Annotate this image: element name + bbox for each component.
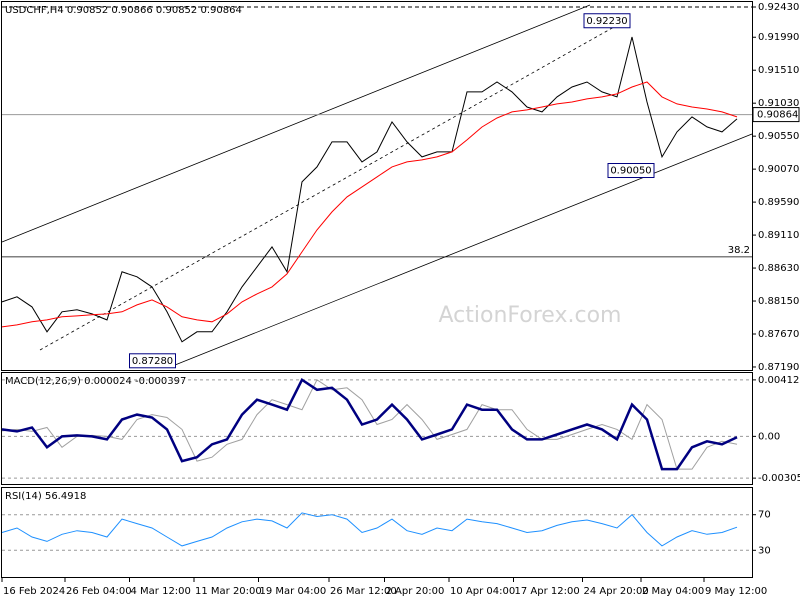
rsi-panel: [1, 487, 753, 578]
y-tick-label: 0.00: [758, 431, 780, 442]
x-tick-label: 2 May 04:00: [642, 586, 704, 597]
y-tick-label: 0.89590: [758, 197, 799, 208]
x-tick-label: 26 Feb 04:00: [66, 586, 132, 597]
y-tick-label: 0.004127: [758, 375, 800, 386]
series-line: [1, 36, 738, 343]
x-tick-label: 9 May 12:00: [705, 586, 767, 597]
channel-lower: [174, 133, 753, 366]
level-label: 38.2: [728, 245, 750, 256]
x-tick-label: 24 Apr 20:00: [584, 586, 649, 597]
annotation-box: [129, 353, 176, 369]
series-line: [1, 512, 738, 547]
y-tick-label: 0.88150: [758, 296, 799, 307]
annotation-label: 0.87280: [132, 356, 173, 367]
panel-title: USDCHF,H4 0.90852 0.90866 0.90852 0.9086…: [5, 5, 242, 16]
series-line: [1, 81, 738, 328]
annotation-box: [583, 13, 631, 29]
y-tick-label: -0.003051: [758, 473, 800, 484]
x-tick-label: 16 Feb 2024: [3, 586, 65, 597]
series-line: [1, 377, 738, 471]
channel-upper: [1, 4, 591, 243]
annotation-box: [607, 163, 655, 179]
y-tick-label: 0.90070: [758, 164, 799, 175]
series-line: [1, 379, 738, 470]
x-tick-label: 11 Mar 20:00: [195, 586, 262, 597]
main-panel: [1, 1, 753, 371]
y-tick-label: 0.88630: [758, 263, 799, 274]
annotation-label: 0.90050: [610, 166, 651, 177]
x-tick-label: 10 Apr 04:00: [450, 586, 515, 597]
channel-mid: [39, 17, 631, 351]
y-tick-label: 0.90550: [758, 131, 799, 142]
watermark: ActionForex.com: [439, 303, 622, 328]
annotation-label: 0.92230: [586, 16, 627, 27]
y-tick-label: 0.87190: [758, 362, 799, 373]
y-tick-label: 0.87670: [758, 329, 799, 340]
y-tick-label: 0.91510: [758, 65, 799, 76]
macd-panel: [1, 372, 753, 485]
x-tick-label: 19 Mar 04:00: [260, 586, 327, 597]
x-tick-label: 17 Apr 12:00: [515, 586, 580, 597]
x-tick-label: 2 Apr 20:00: [386, 586, 445, 597]
y-tick-label: 0.89110: [758, 230, 799, 241]
price-label: 0.90864: [757, 110, 798, 121]
panel-title: RSI(14) 56.4918: [5, 491, 86, 502]
panel-title: MACD(12,26,9) 0.000024 -0.000397: [5, 376, 186, 387]
y-tick-label: 0.91030: [758, 98, 799, 109]
x-tick-label: 26 Mar 12:00: [330, 586, 397, 597]
price-label-box: [752, 107, 800, 123]
x-tick-label: 4 Mar 12:00: [131, 586, 191, 597]
y-tick-label: 0.91990: [758, 32, 799, 43]
y-tick-label: 0.92430: [758, 2, 799, 13]
y-tick-label: 70: [758, 510, 771, 521]
y-tick-label: 30: [758, 545, 771, 556]
